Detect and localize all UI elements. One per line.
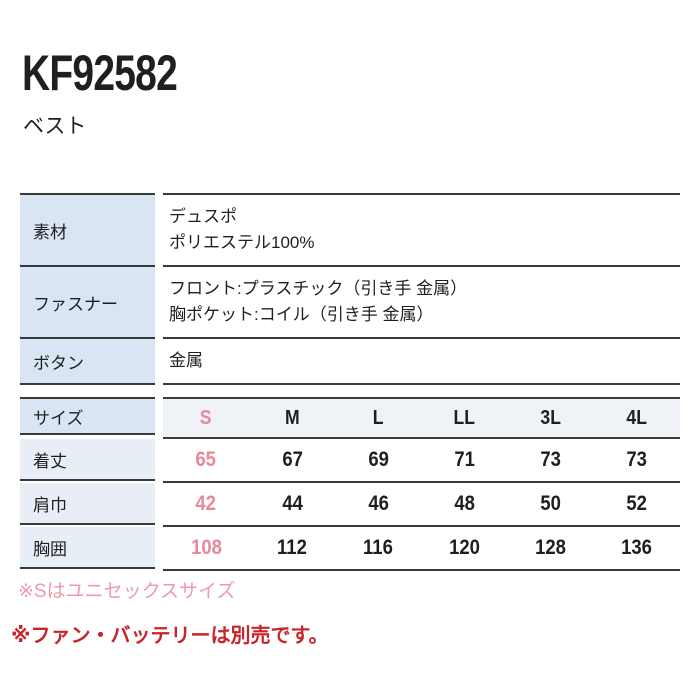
table-cell: 73 <box>594 439 680 481</box>
size-column-3l: 3L <box>508 399 594 437</box>
spec-value-button: 金属 <box>163 339 680 385</box>
product-code: KF92582 <box>22 45 178 101</box>
size-row-body-length-label: 着丈 <box>20 439 155 481</box>
table-cell-text: 46 <box>368 492 389 515</box>
size-column-4l: 4L <box>594 399 680 437</box>
note-fan-battery-sold-separately: ※ファン・バッテリーは別売です。 <box>11 625 329 647</box>
table-cell-text: 44 <box>281 492 303 515</box>
size-table: サイズ S M L LL 3L 4L 着丈 65 67 69 71 73 73 … <box>20 397 680 571</box>
spec-row-material: 素材 デュスポ ポリエステル100% <box>20 193 680 267</box>
table-cell: 44 <box>249 483 335 525</box>
table-cell: 42 <box>163 483 249 525</box>
table-cell-text: 120 <box>449 536 481 559</box>
size-column-l-text: L <box>373 406 384 429</box>
spec-value-fastener-line2: 胸ポケット:コイル（引き手 金属） <box>169 305 434 324</box>
note-unisex-size: ※Sはユニセックスサイズ <box>18 581 236 602</box>
size-column-s-text: S <box>200 406 212 429</box>
size-column-ll: LL <box>422 399 508 437</box>
table-cell: 120 <box>422 527 508 569</box>
size-row-chest-values: 108 112 116 120 128 136 <box>163 527 680 571</box>
table-cell-text: 69 <box>368 448 389 471</box>
table-cell: 128 <box>508 527 594 569</box>
table-cell: 48 <box>422 483 508 525</box>
table-cell: 65 <box>163 439 249 481</box>
spec-value-material-line2: ポリエステル100% <box>169 233 315 252</box>
size-column-m-text: M <box>284 406 300 429</box>
table-cell-text: 73 <box>626 448 648 471</box>
table-cell-text: 116 <box>363 536 394 559</box>
spec-row-fastener: ファスナー フロント:プラスチック（引き手 金属） 胸ポケット:コイル（引き手 … <box>20 267 680 339</box>
table-cell: 46 <box>335 483 421 525</box>
spec-value-fastener-line1: フロント:プラスチック（引き手 金属） <box>169 279 468 298</box>
table-cell: 116 <box>335 527 421 569</box>
table-cell-text: 42 <box>195 492 217 515</box>
spec-label-fastener: ファスナー <box>20 267 155 339</box>
table-cell-text: 73 <box>540 448 562 471</box>
table-cell: 71 <box>422 439 508 481</box>
table-cell: 69 <box>335 439 421 481</box>
size-header-label: サイズ <box>20 397 155 435</box>
table-cell-text: 136 <box>621 536 653 559</box>
size-column-l: L <box>335 399 421 437</box>
table-cell-text: 71 <box>454 448 475 471</box>
spec-label-material: 素材 <box>20 193 155 267</box>
product-category: ベスト <box>23 115 87 138</box>
size-row-chest-label: 胸囲 <box>20 527 155 569</box>
table-cell: 67 <box>249 439 335 481</box>
size-column-3l-text: 3L <box>540 406 562 429</box>
size-column-s: S <box>163 399 249 437</box>
table-cell-text: 65 <box>195 448 217 471</box>
size-row-chest: 胸囲 108 112 116 120 128 136 <box>20 527 680 571</box>
table-cell-text: 108 <box>190 536 222 559</box>
size-row-shoulder-width-values: 42 44 46 48 50 52 <box>163 483 680 527</box>
size-column-ll-text: LL <box>453 406 476 429</box>
spec-label-button: ボタン <box>20 339 155 385</box>
size-header-columns: S M L LL 3L 4L <box>163 397 680 439</box>
table-cell: 52 <box>594 483 680 525</box>
table-cell: 73 <box>508 439 594 481</box>
table-cell-text: 48 <box>454 492 475 515</box>
table-cell-text: 128 <box>535 536 567 559</box>
spec-row-button: ボタン 金属 <box>20 339 680 385</box>
size-row-body-length: 着丈 65 67 69 71 73 73 <box>20 439 680 483</box>
spec-value-fastener: フロント:プラスチック（引き手 金属） 胸ポケット:コイル（引き手 金属） <box>163 267 680 339</box>
size-column-m: M <box>249 399 335 437</box>
table-cell: 108 <box>163 527 249 569</box>
table-cell-text: 67 <box>281 448 303 471</box>
size-header-row: サイズ S M L LL 3L 4L <box>20 397 680 439</box>
size-row-body-length-values: 65 67 69 71 73 73 <box>163 439 680 483</box>
size-row-shoulder-width: 肩巾 42 44 46 48 50 52 <box>20 483 680 527</box>
spec-value-material-line1: デュスポ <box>169 207 237 226</box>
spec-value-material: デュスポ ポリエステル100% <box>163 193 680 267</box>
table-cell-text: 50 <box>540 492 562 515</box>
spec-value-button-line1: 金属 <box>169 351 203 370</box>
spec-table: 素材 デュスポ ポリエステル100% ファスナー フロント:プラスチック（引き手… <box>20 193 680 385</box>
table-cell-text: 52 <box>626 492 648 515</box>
table-cell: 112 <box>249 527 335 569</box>
size-row-shoulder-width-label: 肩巾 <box>20 483 155 525</box>
table-cell: 50 <box>508 483 594 525</box>
table-cell: 136 <box>594 527 680 569</box>
size-column-4l-text: 4L <box>626 406 648 429</box>
table-cell-text: 112 <box>277 536 308 559</box>
